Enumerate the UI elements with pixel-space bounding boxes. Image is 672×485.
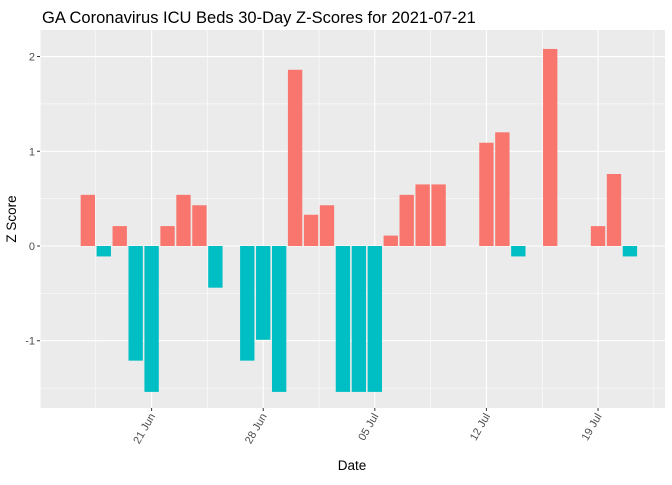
bar [495, 132, 510, 246]
x-tick-label: 28 Jun [243, 412, 270, 447]
bar [543, 48, 558, 246]
y-tick-label: 0 [29, 241, 35, 253]
x-tick-label: 05 Jul [356, 412, 381, 443]
bars [80, 48, 638, 392]
bar [367, 246, 382, 392]
bar [287, 69, 303, 246]
chart-title: GA Coronavirus ICU Beds 30-Day Z-Scores … [42, 9, 476, 27]
bar [240, 246, 255, 361]
x-tick-label: 21 Jun [131, 412, 158, 447]
bar [80, 194, 96, 246]
x-tick-label: 12 Jul [468, 412, 493, 443]
bar [351, 246, 367, 392]
bar [479, 142, 494, 246]
bar [606, 174, 622, 246]
bar [319, 205, 335, 246]
bar [431, 184, 446, 246]
bar [176, 194, 191, 246]
bar [383, 235, 398, 246]
bar [144, 246, 159, 392]
x-axis-label: Date [338, 458, 367, 473]
bar [160, 226, 175, 246]
bar [590, 226, 606, 246]
bar [399, 194, 414, 246]
bar [128, 246, 143, 361]
bar [96, 246, 111, 257]
bar [112, 226, 127, 246]
bar [335, 246, 351, 392]
bar [511, 246, 526, 257]
bar [622, 246, 638, 257]
y-tick-label: -1 [25, 336, 35, 348]
x-tick-label: 19 Jul [580, 412, 605, 443]
y-tick-label: 1 [29, 146, 35, 158]
bar [192, 205, 207, 246]
y-tick-label: 2 [29, 52, 35, 64]
bar [271, 246, 287, 392]
y-axis-label: Z Score [4, 195, 19, 242]
bar [415, 184, 430, 246]
bar [256, 246, 271, 340]
bar [303, 214, 319, 246]
bar [208, 246, 223, 288]
